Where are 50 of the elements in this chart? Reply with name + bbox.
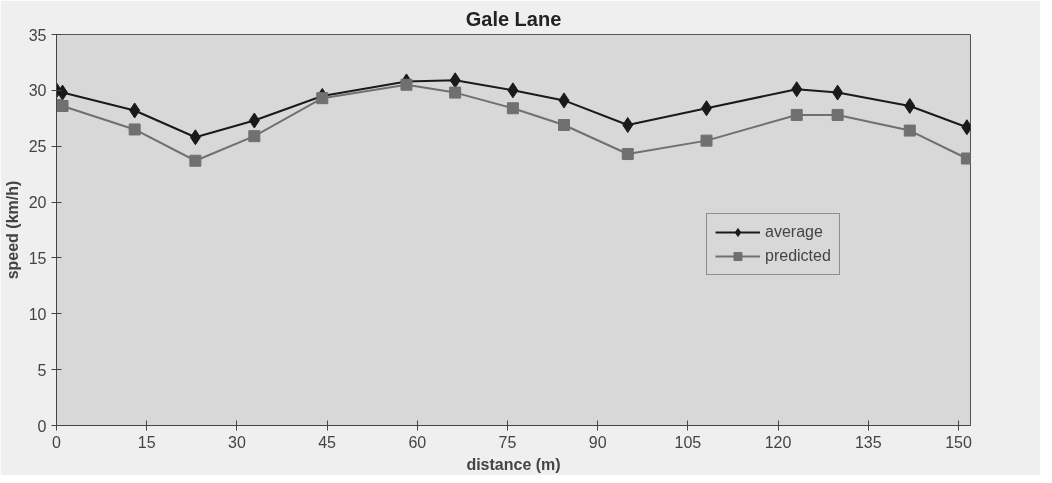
point xyxy=(128,123,141,136)
point xyxy=(701,100,713,117)
y-tick-label: 0 xyxy=(37,417,47,435)
x-tick-label: 120 xyxy=(764,433,792,451)
point xyxy=(400,78,413,91)
x-tick-label: 30 xyxy=(228,433,246,451)
point xyxy=(248,112,260,129)
legend-label: predicted xyxy=(765,247,831,265)
y-axis-title: speed (km/h) xyxy=(3,180,21,280)
point xyxy=(189,129,201,146)
y-tick-label: 35 xyxy=(28,26,47,44)
point xyxy=(507,82,519,99)
point xyxy=(248,130,261,143)
point xyxy=(189,154,202,167)
x-tick-label: 135 xyxy=(854,433,882,451)
y-tick-label: 15 xyxy=(28,249,47,267)
y-tick-label: 5 xyxy=(37,361,47,379)
x-tick-label: 105 xyxy=(674,433,702,451)
point xyxy=(316,92,329,105)
x-tick-label: 0 xyxy=(52,433,62,451)
x-tick-label: 15 xyxy=(137,433,156,451)
y-tick-label: 20 xyxy=(28,194,47,212)
chart-title: Gale Lane xyxy=(465,7,562,30)
point xyxy=(621,148,634,161)
point xyxy=(790,108,803,121)
x-tick-label: 75 xyxy=(498,433,517,451)
point xyxy=(622,116,634,133)
y-tick-label: 25 xyxy=(28,138,47,156)
point xyxy=(903,124,916,137)
point xyxy=(558,92,570,109)
x-tick-label: 90 xyxy=(588,433,607,451)
point xyxy=(832,84,844,101)
point xyxy=(904,98,916,114)
point xyxy=(700,134,713,147)
y-tick-label: 30 xyxy=(28,82,47,100)
point xyxy=(960,152,971,165)
point xyxy=(129,102,141,119)
point xyxy=(449,86,462,99)
point xyxy=(506,102,519,115)
point xyxy=(791,81,803,98)
x-tick-label: 60 xyxy=(408,433,427,451)
y-tick-label: 10 xyxy=(28,305,47,323)
x-axis-title: distance (m) xyxy=(466,455,561,473)
point xyxy=(449,72,461,89)
x-tick-label: 45 xyxy=(318,433,337,451)
point xyxy=(558,118,571,131)
x-tick-label: 150 xyxy=(945,433,972,451)
point xyxy=(831,108,844,121)
legend-label: average xyxy=(765,223,823,241)
point xyxy=(57,84,69,101)
